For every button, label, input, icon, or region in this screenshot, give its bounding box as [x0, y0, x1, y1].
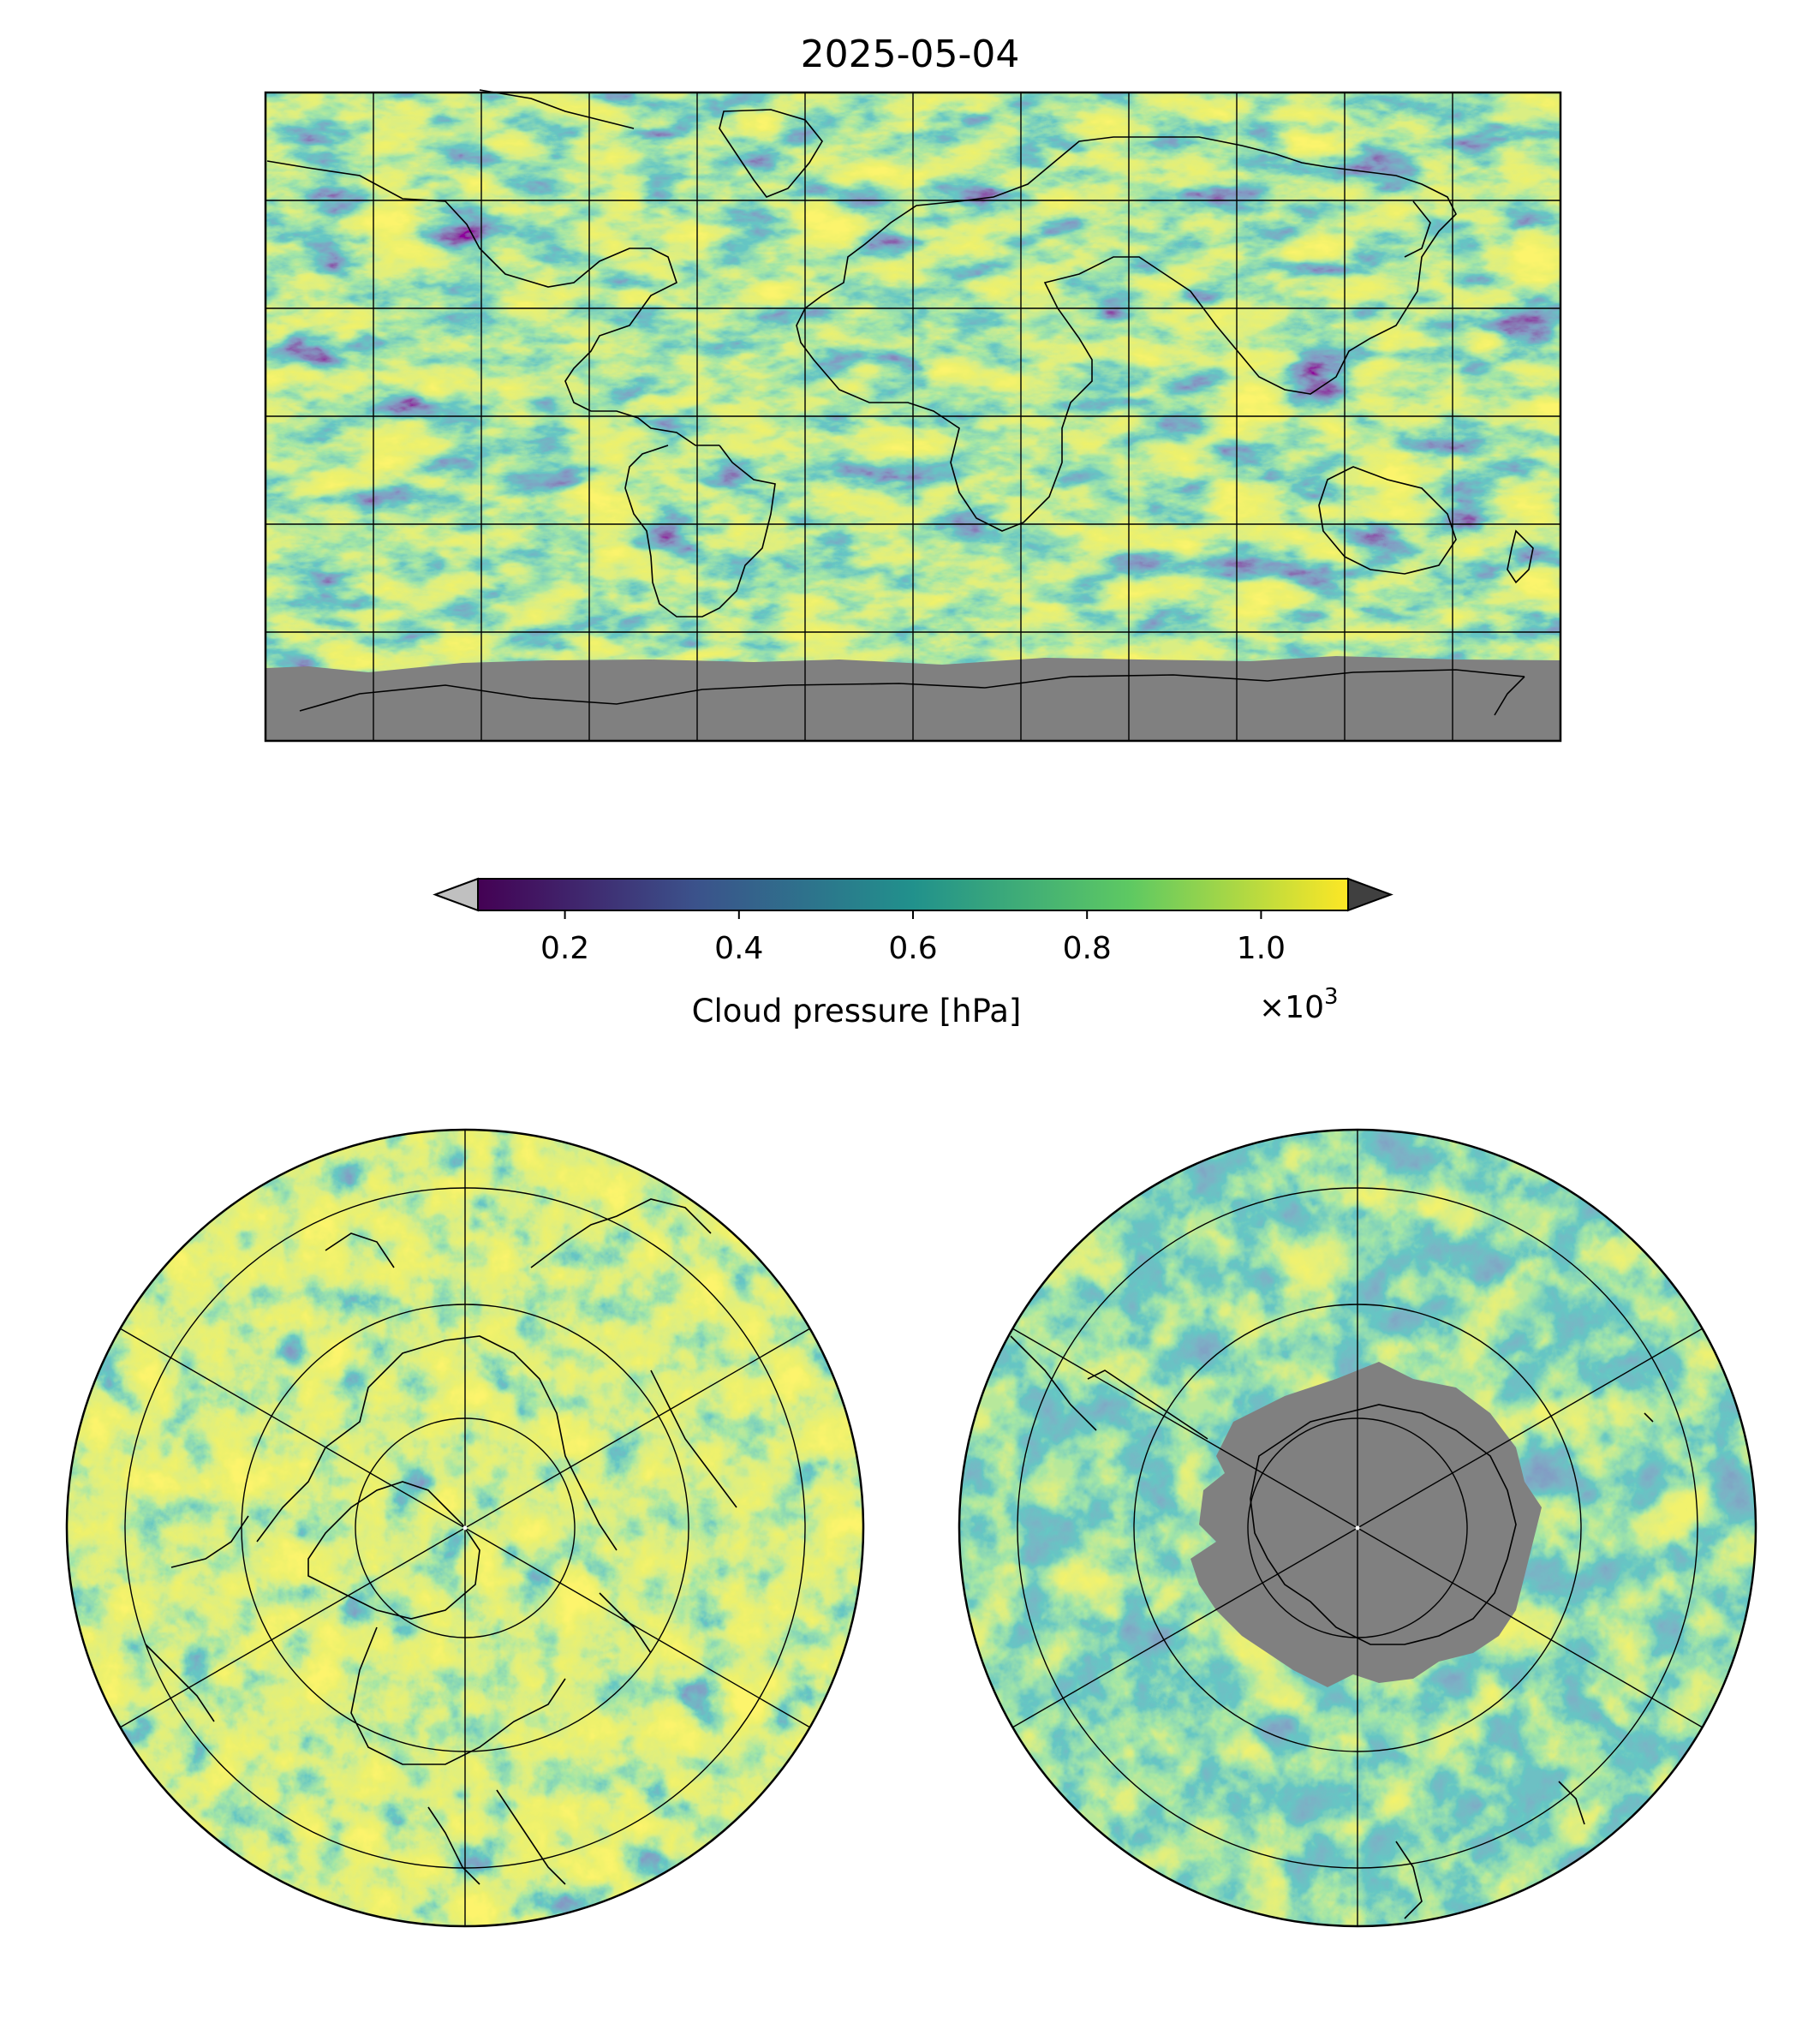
colorbar-tick-label: 0.4: [714, 931, 763, 966]
colorbar-under-arrow: [433, 877, 479, 912]
global-map: [264, 89, 1562, 743]
colorbar-gradient: [478, 879, 1348, 910]
global-gridlines: [266, 92, 1560, 741]
colorbar-multiplier: ×103: [1259, 984, 1339, 1025]
north-map-frame: [65, 1128, 865, 1928]
colorbar-tick-label: 0.2: [540, 931, 589, 966]
colorbar-over-arrow: [1347, 877, 1393, 912]
north-pole-marker: [462, 1525, 468, 1531]
global-map-frame: [264, 91, 1562, 743]
colorbar-label: Cloud pressure [hPa]: [692, 993, 1022, 1029]
colorbar-tick-label: 1.0: [1237, 931, 1286, 966]
north-coastlines: [145, 1198, 737, 1885]
colorbar-ticks: 0.2 0.4 0.6 0.8 1.0: [540, 910, 1286, 966]
figure-title: 2025-05-04: [800, 33, 1020, 76]
south-map-frame: [958, 1128, 1757, 1928]
south-coastlines: [1010, 1335, 1654, 1919]
colorbar-tick-label: 0.8: [1063, 931, 1112, 966]
south-polar-map: [958, 1128, 1757, 1928]
north-polar-map: [65, 1128, 865, 1928]
south-pole-marker: [1355, 1525, 1360, 1531]
colorbar: 0.2 0.4 0.6 0.8 1.0 Cloud pressure [hPa] ×10…: [433, 877, 1393, 1029]
global-coastlines: [266, 89, 1534, 716]
colorbar-tick-label: 0.6: [888, 931, 937, 966]
